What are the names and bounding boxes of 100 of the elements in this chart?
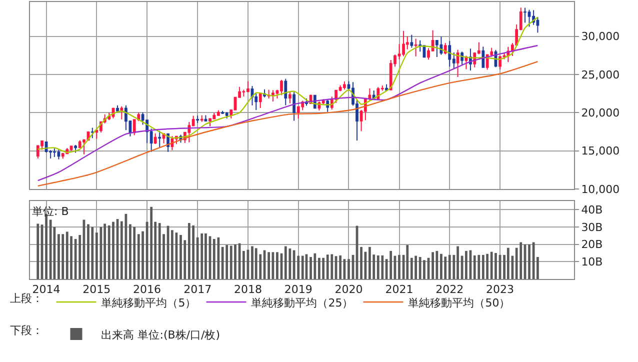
candlestick	[90, 127, 94, 139]
bar	[133, 227, 136, 279]
bar	[49, 220, 52, 279]
bar	[418, 256, 422, 279]
y-tick-label: 25,000	[581, 68, 620, 82]
x-tick-label: 2020	[334, 283, 363, 296]
legend-title: 下段：	[10, 324, 44, 337]
bar	[142, 231, 144, 279]
candlestick	[116, 104, 119, 114]
bar	[204, 233, 207, 279]
y-tick-label: 10B	[581, 256, 603, 269]
bar	[150, 206, 153, 279]
bar	[398, 254, 400, 279]
bar	[212, 238, 216, 279]
bar	[414, 256, 418, 279]
bar	[482, 254, 484, 279]
line-series	[37, 16, 538, 153]
bar	[129, 224, 132, 279]
candlestick	[385, 84, 388, 91]
bar	[318, 258, 320, 279]
candlestick	[120, 106, 124, 120]
bar	[268, 252, 270, 279]
bar	[288, 248, 292, 279]
candlestick	[414, 38, 418, 57]
bar	[226, 245, 228, 279]
bar	[410, 258, 413, 279]
bar	[494, 253, 497, 279]
bar	[368, 246, 371, 279]
y-tick-label: 40B	[581, 204, 603, 217]
bar	[137, 234, 140, 279]
x-tick-label: 2015	[82, 283, 111, 296]
bar	[221, 246, 224, 279]
bar	[465, 250, 468, 279]
candlestick	[258, 93, 262, 108]
candlestick	[280, 79, 283, 96]
candlestick	[410, 34, 414, 48]
candlestick	[74, 144, 77, 154]
x-tick-label: 2023	[486, 283, 514, 296]
bar	[58, 234, 60, 279]
bar	[91, 227, 94, 279]
bar	[528, 244, 530, 279]
y-tick-label: 30B	[581, 220, 603, 234]
bar	[436, 250, 438, 279]
candlestick	[464, 55, 468, 70]
x-tick-label: 2018	[234, 283, 262, 296]
bar	[251, 246, 254, 279]
bar	[234, 244, 236, 279]
candlestick	[402, 30, 405, 57]
bar	[348, 259, 350, 279]
line-series	[37, 60, 538, 187]
x-tick-label: 2017	[184, 283, 212, 296]
bar	[490, 252, 493, 279]
bar	[124, 214, 128, 279]
bar	[104, 224, 106, 279]
legend-label: 出来高 単位:(B株/口/枚)	[101, 328, 220, 342]
bar	[310, 256, 312, 279]
bar	[376, 255, 380, 279]
candlestick	[343, 80, 346, 90]
y-tick-label: 20,000	[581, 106, 620, 120]
bar	[217, 237, 220, 279]
candlestick	[158, 130, 162, 148]
legend-label: 単純移動平均（50）	[408, 296, 510, 310]
bar	[196, 237, 199, 279]
bar	[112, 222, 114, 279]
candlestick	[292, 92, 296, 122]
bar	[276, 252, 278, 279]
bar	[432, 252, 434, 279]
bar	[170, 230, 174, 279]
candlestick	[82, 138, 86, 155]
bar	[292, 250, 296, 279]
bar	[478, 254, 480, 279]
candlestick	[524, 7, 526, 24]
candlestick	[225, 112, 228, 119]
bar	[322, 258, 325, 279]
candlestick	[368, 88, 372, 102]
bar	[456, 246, 459, 279]
candlestick	[250, 86, 254, 106]
x-tick-label: 2022	[436, 283, 464, 296]
bar	[390, 250, 392, 279]
y-tick-label: 15,000	[581, 144, 620, 158]
bar	[381, 255, 384, 279]
bar	[532, 242, 535, 279]
candlestick	[200, 114, 204, 122]
candlestick	[272, 90, 274, 102]
x-tick-label: 2021	[385, 283, 414, 296]
candlestick	[456, 49, 460, 78]
candlestick	[284, 78, 288, 106]
candlestick	[52, 148, 56, 158]
candlestick	[204, 114, 208, 122]
bar	[66, 232, 68, 279]
bar	[95, 232, 98, 279]
bar	[301, 256, 304, 279]
y-tick-label: 10,000	[581, 182, 620, 196]
candlestick	[435, 40, 438, 58]
x-tick-label: 2019	[284, 283, 312, 296]
candlestick	[61, 152, 64, 160]
bar	[254, 248, 258, 279]
y-tick-label: 20B	[581, 238, 603, 252]
candlestick	[154, 132, 157, 144]
bar	[180, 234, 182, 279]
